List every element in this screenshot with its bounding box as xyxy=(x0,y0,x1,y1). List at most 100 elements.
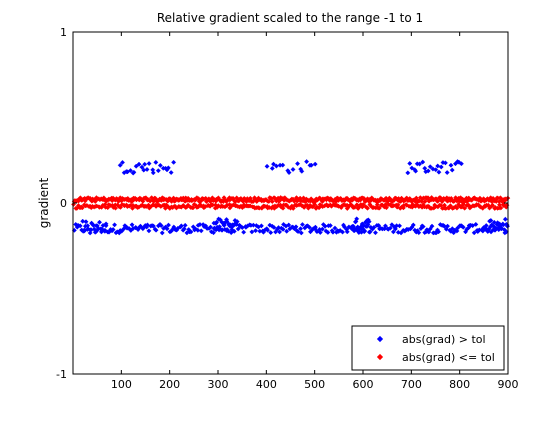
data-point xyxy=(231,228,237,234)
data-point xyxy=(164,226,170,232)
data-point xyxy=(281,221,287,227)
x-tick-label: 200 xyxy=(159,378,180,391)
data-point xyxy=(458,161,464,167)
data-point xyxy=(250,222,256,228)
y-tick-label: 0 xyxy=(60,197,67,210)
data-point xyxy=(325,229,331,235)
data-point xyxy=(131,169,137,175)
data-point xyxy=(405,170,411,176)
data-point xyxy=(312,224,318,230)
y-axis-label: gradient xyxy=(37,177,51,228)
data-point xyxy=(366,219,372,225)
data-point xyxy=(286,222,292,228)
data-point xyxy=(83,219,89,225)
data-point xyxy=(92,229,98,235)
data-point xyxy=(365,205,370,211)
legend-label: abs(grad) <= tol xyxy=(402,351,495,364)
data-point xyxy=(293,224,299,230)
data-point xyxy=(241,229,247,235)
data-point xyxy=(490,202,496,208)
data-point xyxy=(454,205,460,211)
data-point xyxy=(502,227,507,233)
data-point xyxy=(142,161,148,167)
data-point xyxy=(146,228,152,234)
legend-marker xyxy=(376,335,384,343)
data-point xyxy=(249,229,255,235)
data-point xyxy=(298,226,304,232)
data-point xyxy=(442,160,448,166)
x-tick-label: 500 xyxy=(304,378,325,391)
data-point xyxy=(224,218,230,224)
data-point xyxy=(195,227,201,233)
data-point xyxy=(420,159,426,165)
data-point xyxy=(488,218,494,223)
data-point xyxy=(139,164,145,170)
data-point xyxy=(460,224,466,230)
data-point xyxy=(168,170,174,176)
data-point xyxy=(137,223,143,229)
legend-box xyxy=(351,325,505,371)
data-point xyxy=(280,162,286,168)
x-tick-label: 100 xyxy=(111,378,132,391)
data-point xyxy=(299,222,305,228)
data-point xyxy=(445,223,451,229)
data-point xyxy=(398,230,404,236)
data-point xyxy=(299,168,305,174)
data-point xyxy=(271,224,277,230)
data-point xyxy=(258,223,264,229)
data-point xyxy=(340,229,346,235)
data-point xyxy=(436,169,442,175)
data-point xyxy=(395,202,401,208)
data-point xyxy=(71,201,77,207)
data-point xyxy=(397,223,403,229)
axis-ticks: 100 200 300 400 500 600 700 800 900 -1 0 1 xyxy=(56,26,518,391)
data-point xyxy=(158,223,164,229)
data-point xyxy=(502,216,508,222)
data-point xyxy=(235,226,241,232)
data-point xyxy=(425,168,431,174)
data-point xyxy=(208,224,214,230)
data-point xyxy=(264,163,270,169)
data-point xyxy=(197,222,203,227)
data-point xyxy=(102,228,108,234)
data-point xyxy=(280,205,286,211)
data-point xyxy=(269,199,275,204)
data-point xyxy=(85,226,91,232)
data-point xyxy=(483,223,489,229)
chart-title: Relative gradient scaled to the range -1… xyxy=(157,11,423,25)
data-point xyxy=(444,170,450,176)
data-point xyxy=(153,227,159,233)
data-point xyxy=(427,164,433,170)
data-point xyxy=(268,230,274,236)
data-point xyxy=(387,225,393,231)
data-point xyxy=(304,159,310,165)
data-point xyxy=(146,161,152,167)
data-point xyxy=(420,224,426,230)
data-point xyxy=(486,226,492,232)
data-point xyxy=(312,201,318,207)
data-point xyxy=(473,221,479,227)
data-point xyxy=(354,216,360,222)
data-point xyxy=(129,222,135,228)
data-point xyxy=(376,205,382,211)
data-point xyxy=(460,201,466,207)
data-point xyxy=(284,228,290,234)
data-point xyxy=(182,222,188,228)
data-point xyxy=(438,164,444,170)
data-point xyxy=(285,204,291,210)
data-point xyxy=(120,159,125,165)
data-point xyxy=(136,161,142,167)
data-point xyxy=(133,163,139,169)
data-point xyxy=(99,226,105,232)
data-point xyxy=(436,229,442,235)
data-point xyxy=(87,230,93,236)
data-point xyxy=(266,198,272,204)
data-point xyxy=(410,222,416,228)
data-point xyxy=(110,227,116,232)
y-tick-label: -1 xyxy=(56,368,67,381)
data-point xyxy=(344,229,350,235)
data-point xyxy=(219,227,225,233)
data-point xyxy=(144,166,150,172)
data-point xyxy=(178,223,184,229)
data-point xyxy=(409,165,415,171)
